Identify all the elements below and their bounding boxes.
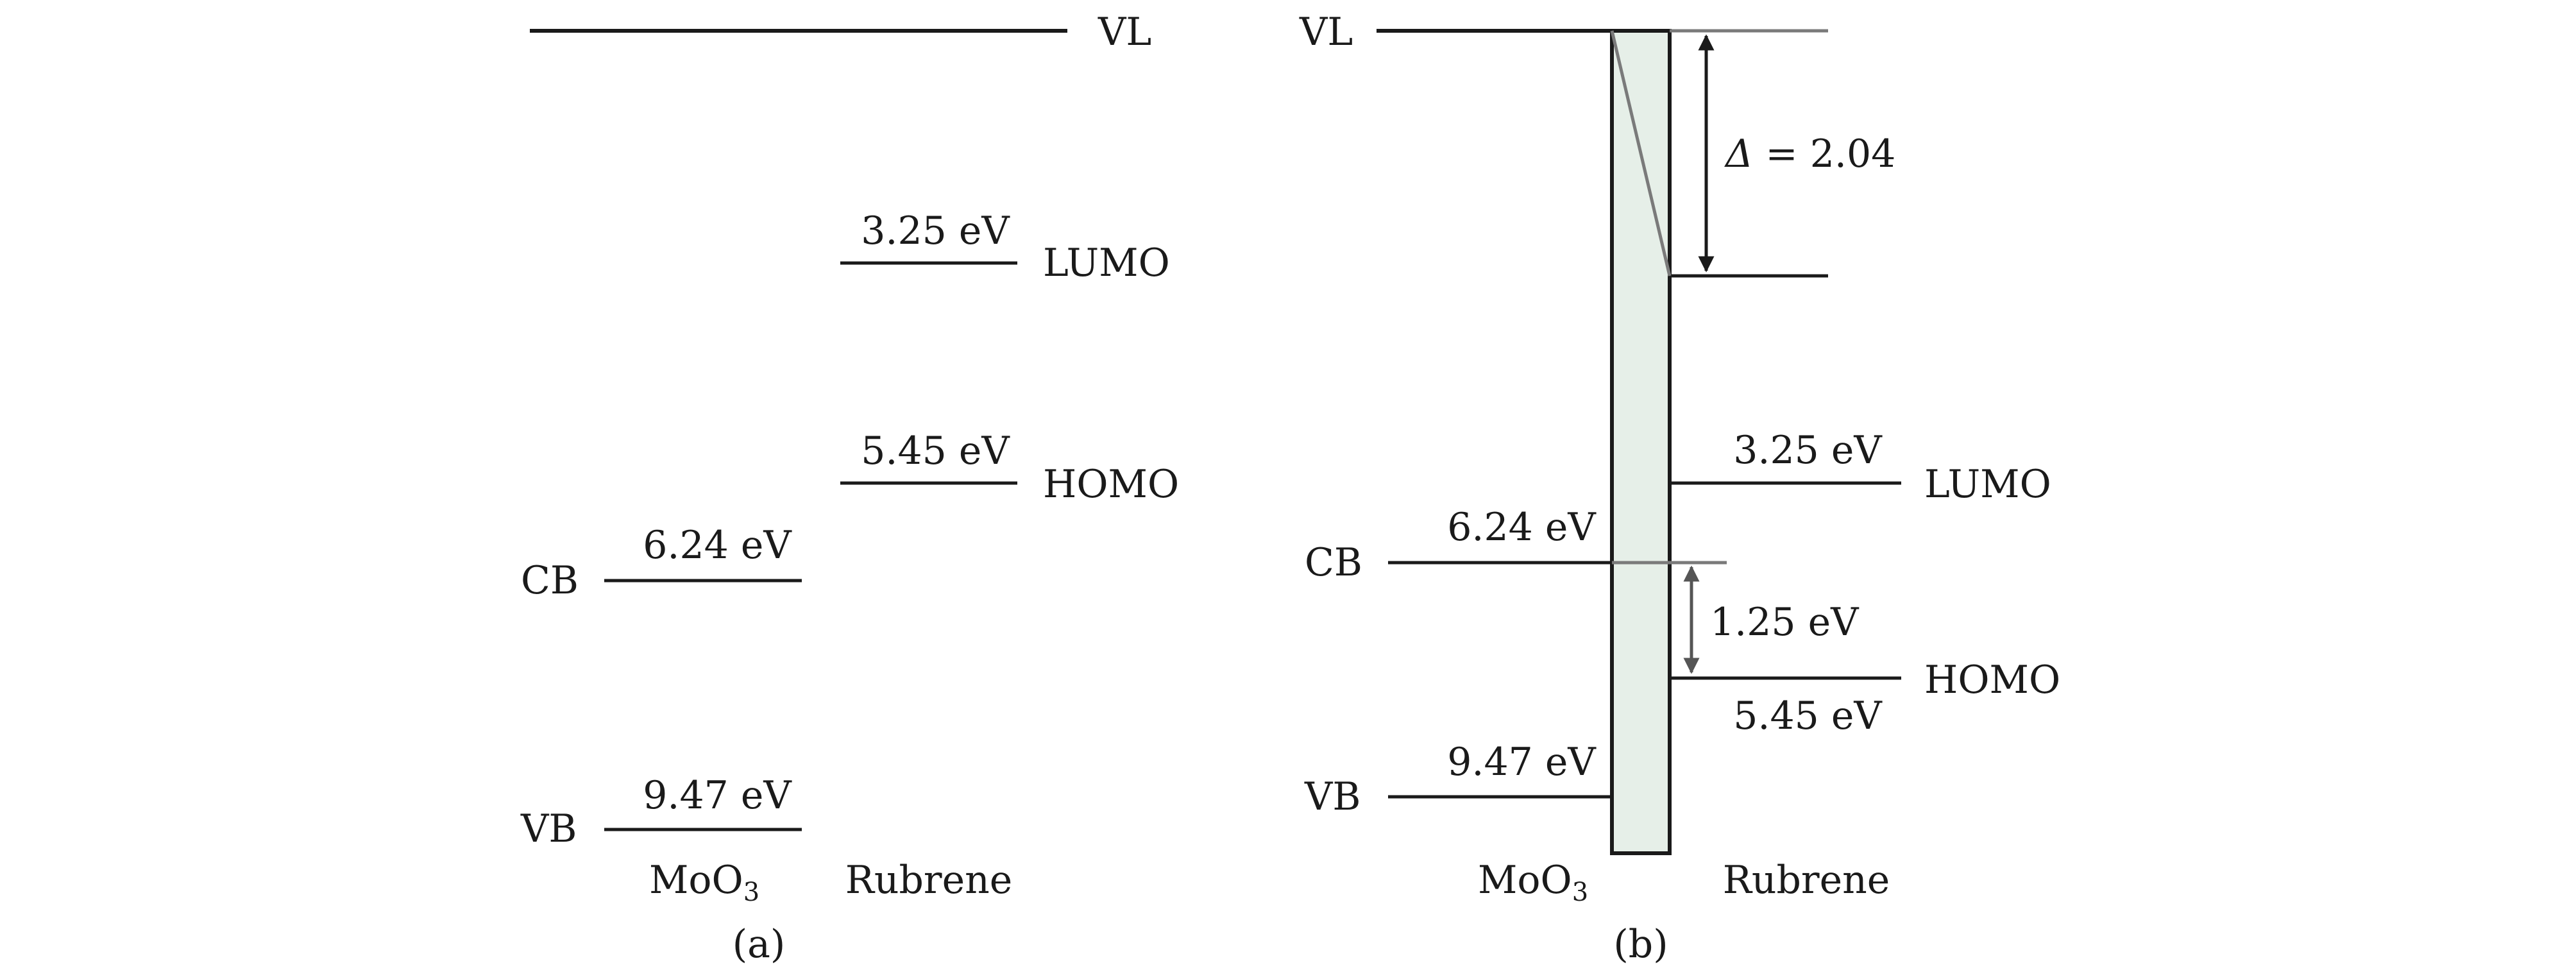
b-cb-value: 6.24 eV [1447, 505, 1597, 550]
a-homo-label: HOMO [1043, 462, 1179, 507]
a-lumo-value: 3.25 eV [861, 208, 1010, 253]
a-panel-caption: (a) [733, 922, 786, 967]
b-vb-label: VB [1304, 774, 1360, 819]
a-lumo-label: LUMO [1043, 241, 1170, 285]
a-cb-label: CB [521, 558, 579, 603]
b-gap-value: 1.25 eV [1710, 600, 1860, 645]
b-material-moo3: MoO3 [1478, 858, 1588, 907]
panel-a: VL 3.25 eV LUMO 5.45 eV HOMO 6.24 eV CB … [520, 10, 1179, 967]
b-panel-caption: (b) [1613, 922, 1668, 967]
b-interface-layer [1610, 29, 1672, 855]
b-material-rubrene: Rubrene [1723, 858, 1890, 903]
b-homo-label: HOMO [1924, 658, 2060, 702]
a-homo-value: 5.45 eV [861, 429, 1010, 473]
a-vb-value: 9.47 eV [643, 773, 792, 818]
b-lumo-label: LUMO [1924, 462, 2051, 507]
b-vb-value: 9.47 eV [1447, 740, 1597, 785]
a-vb-label: VB [520, 806, 577, 851]
b-vacuum-level-drop [1610, 30, 1672, 277]
b-homo-value: 5.45 eV [1733, 693, 1883, 738]
a-material-rubrene: Rubrene [845, 858, 1013, 903]
a-vacuum-level-label: VL [1097, 10, 1151, 55]
b-cb-label: CB [1305, 540, 1362, 585]
b-lumo-value: 3.25 eV [1733, 428, 1883, 473]
a-material-moo3: MoO3 [649, 858, 759, 907]
b-delta-label: Δ = 2.04 [1724, 132, 1895, 176]
b-vacuum-level-label: VL [1299, 10, 1353, 55]
panel-b: VL Δ = 2.04 3.25 eV LUMO 6.24 eV CB 1.25… [1299, 10, 2060, 967]
a-cb-value: 6.24 eV [643, 523, 792, 568]
